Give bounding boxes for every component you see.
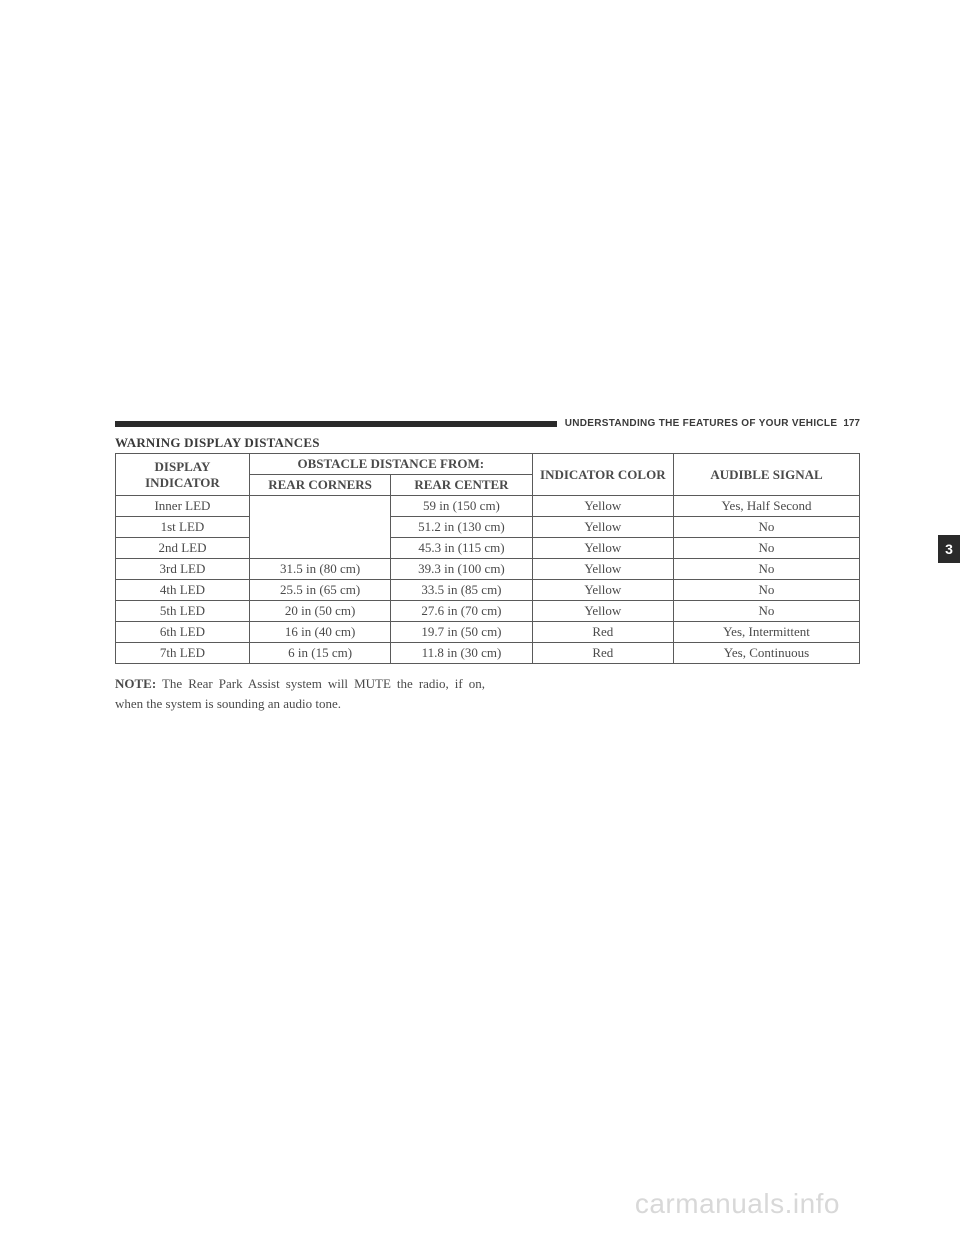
warning-distances-table: DISPLAY INDICATOR OBSTACLE DISTANCE FROM…: [115, 453, 860, 664]
table-row: 5th LED 20 in (50 cm) 27.6 in (70 cm) Ye…: [116, 601, 860, 622]
cell-color: Yellow: [532, 496, 673, 517]
watermark: carmanuals.info: [635, 1188, 840, 1220]
cell-indicator: Inner LED: [116, 496, 250, 517]
cell-center: 11.8 in (30 cm): [391, 643, 532, 664]
note-paragraph: NOTE: The Rear Park Assist system will M…: [115, 674, 485, 713]
note-text: The Rear Park Assist system will MUTE th…: [115, 676, 485, 711]
cell-audible: No: [673, 517, 859, 538]
header-rule: [115, 421, 557, 427]
note-label: NOTE:: [115, 676, 156, 691]
table-row: Inner LED 59 in (150 cm) Yellow Yes, Hal…: [116, 496, 860, 517]
table-header-row: DISPLAY INDICATOR OBSTACLE DISTANCE FROM…: [116, 454, 860, 475]
cell-indicator: 4th LED: [116, 580, 250, 601]
chapter-tab: 3: [938, 535, 960, 563]
cell-center: 19.7 in (50 cm): [391, 622, 532, 643]
col-rear-corners: REAR CORNERS: [249, 475, 390, 496]
cell-center: 51.2 in (130 cm): [391, 517, 532, 538]
table-row: 1st LED 51.2 in (130 cm) Yellow No: [116, 517, 860, 538]
cell-color: Yellow: [532, 580, 673, 601]
cell-color: Yellow: [532, 559, 673, 580]
table-row: 7th LED 6 in (15 cm) 11.8 in (30 cm) Red…: [116, 643, 860, 664]
cell-audible: Yes, Intermittent: [673, 622, 859, 643]
page-content: UNDERSTANDING THE FEATURES OF YOUR VEHIC…: [115, 418, 860, 713]
cell-audible: No: [673, 580, 859, 601]
cell-corners: 31.5 in (80 cm): [249, 559, 390, 580]
cell-center: 33.5 in (85 cm): [391, 580, 532, 601]
col-rear-center: REAR CENTER: [391, 475, 532, 496]
cell-center: 27.6 in (70 cm): [391, 601, 532, 622]
cell-indicator: 3rd LED: [116, 559, 250, 580]
cell-audible: No: [673, 538, 859, 559]
cell-audible: No: [673, 559, 859, 580]
cell-corners: 25.5 in (65 cm): [249, 580, 390, 601]
cell-color: Yellow: [532, 517, 673, 538]
col-indicator-color: INDICATOR COLOR: [532, 454, 673, 496]
cell-center: 39.3 in (100 cm): [391, 559, 532, 580]
cell-corners-merged: [249, 496, 390, 559]
cell-corners: 6 in (15 cm): [249, 643, 390, 664]
cell-color: Yellow: [532, 601, 673, 622]
col-display-indicator: DISPLAY INDICATOR: [116, 454, 250, 496]
cell-color: Red: [532, 643, 673, 664]
cell-indicator: 1st LED: [116, 517, 250, 538]
table-row: 2nd LED 45.3 in (115 cm) Yellow No: [116, 538, 860, 559]
cell-color: Red: [532, 622, 673, 643]
cell-indicator: 5th LED: [116, 601, 250, 622]
page-number: 177: [843, 418, 860, 429]
cell-indicator: 2nd LED: [116, 538, 250, 559]
cell-corners: 16 in (40 cm): [249, 622, 390, 643]
cell-center: 59 in (150 cm): [391, 496, 532, 517]
section-title: UNDERSTANDING THE FEATURES OF YOUR VEHIC…: [565, 418, 838, 429]
cell-indicator: 6th LED: [116, 622, 250, 643]
table-row: 3rd LED 31.5 in (80 cm) 39.3 in (100 cm)…: [116, 559, 860, 580]
table-row: 4th LED 25.5 in (65 cm) 33.5 in (85 cm) …: [116, 580, 860, 601]
cell-indicator: 7th LED: [116, 643, 250, 664]
cell-center: 45.3 in (115 cm): [391, 538, 532, 559]
page-header: UNDERSTANDING THE FEATURES OF YOUR VEHIC…: [115, 418, 860, 429]
table-row: 6th LED 16 in (40 cm) 19.7 in (50 cm) Re…: [116, 622, 860, 643]
cell-color: Yellow: [532, 538, 673, 559]
col-obstacle-from: OBSTACLE DISTANCE FROM:: [249, 454, 532, 475]
cell-audible: No: [673, 601, 859, 622]
cell-audible: Yes, Continuous: [673, 643, 859, 664]
cell-audible: Yes, Half Second: [673, 496, 859, 517]
col-audible-signal: AUDIBLE SIGNAL: [673, 454, 859, 496]
table-title: WARNING DISPLAY DISTANCES: [115, 435, 860, 451]
cell-corners: 20 in (50 cm): [249, 601, 390, 622]
